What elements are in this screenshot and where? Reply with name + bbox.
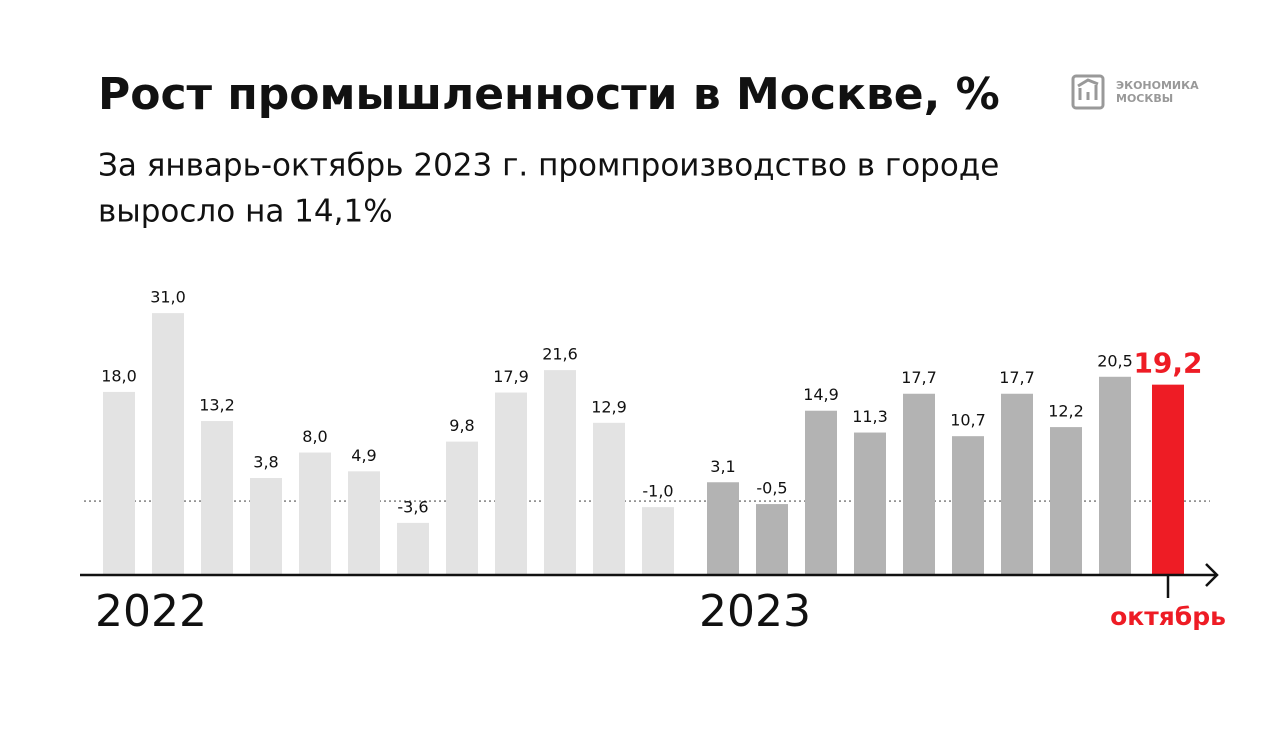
bar: [1099, 376, 1131, 575]
bar: [103, 391, 135, 575]
bar: [397, 522, 429, 575]
bar: [707, 482, 739, 575]
bar: [854, 432, 886, 575]
chart-title: Рост промышленности в Москве, %: [98, 69, 1000, 120]
value-label: 13,2: [199, 396, 235, 415]
highlight-label: октябрь: [1110, 602, 1226, 631]
value-label: 17,7: [901, 368, 937, 387]
value-label: 11,3: [852, 407, 888, 426]
value-label: 3,1: [710, 457, 735, 476]
value-label: 8,0: [302, 427, 327, 446]
bar: [952, 436, 984, 575]
bar: [756, 504, 788, 575]
axis-arrow: [1205, 563, 1219, 587]
bar: [1001, 393, 1033, 575]
bar: [544, 370, 576, 575]
subtitle: выросло на 14,1%: [98, 194, 393, 230]
value-label: -3,6: [397, 497, 428, 516]
bar: [152, 313, 184, 575]
bar: [1050, 427, 1082, 575]
bar: [593, 422, 625, 575]
bar: [495, 392, 527, 575]
value-label: 21,6: [542, 345, 578, 364]
logo-text: ЭКОНОМИКА: [1116, 79, 1199, 92]
bar: [348, 471, 380, 575]
value-label: 20,5: [1097, 351, 1133, 370]
bar: [201, 421, 233, 575]
bar: [446, 441, 478, 575]
value-label: 9,8: [449, 416, 474, 435]
value-label: 3,8: [253, 453, 278, 472]
value-label: 10,7: [950, 411, 986, 430]
value-label: -1,0: [642, 482, 673, 501]
bar: [1152, 384, 1184, 575]
group-label: 2023: [699, 586, 811, 637]
bar: [642, 507, 674, 575]
bar: [903, 393, 935, 575]
bar: [805, 410, 837, 575]
bar: [250, 478, 282, 575]
value-label: 19,2: [1133, 347, 1202, 380]
subtitle: За январь-октябрь 2023 г. промпроизводст…: [98, 148, 999, 184]
value-label: 12,9: [591, 397, 627, 416]
logo-text: МОСКВЫ: [1116, 92, 1173, 105]
value-label: 17,9: [493, 367, 529, 386]
value-label: 12,2: [1048, 402, 1084, 421]
bar: [299, 452, 331, 575]
logo-icon: [1071, 74, 1105, 110]
value-label: -0,5: [756, 479, 787, 498]
value-label: 18,0: [101, 366, 137, 385]
value-label: 17,7: [999, 368, 1035, 387]
value-label: 4,9: [351, 446, 376, 465]
value-label: 14,9: [803, 385, 839, 404]
group-label: 2022: [95, 586, 207, 637]
value-label: 31,0: [150, 288, 186, 307]
